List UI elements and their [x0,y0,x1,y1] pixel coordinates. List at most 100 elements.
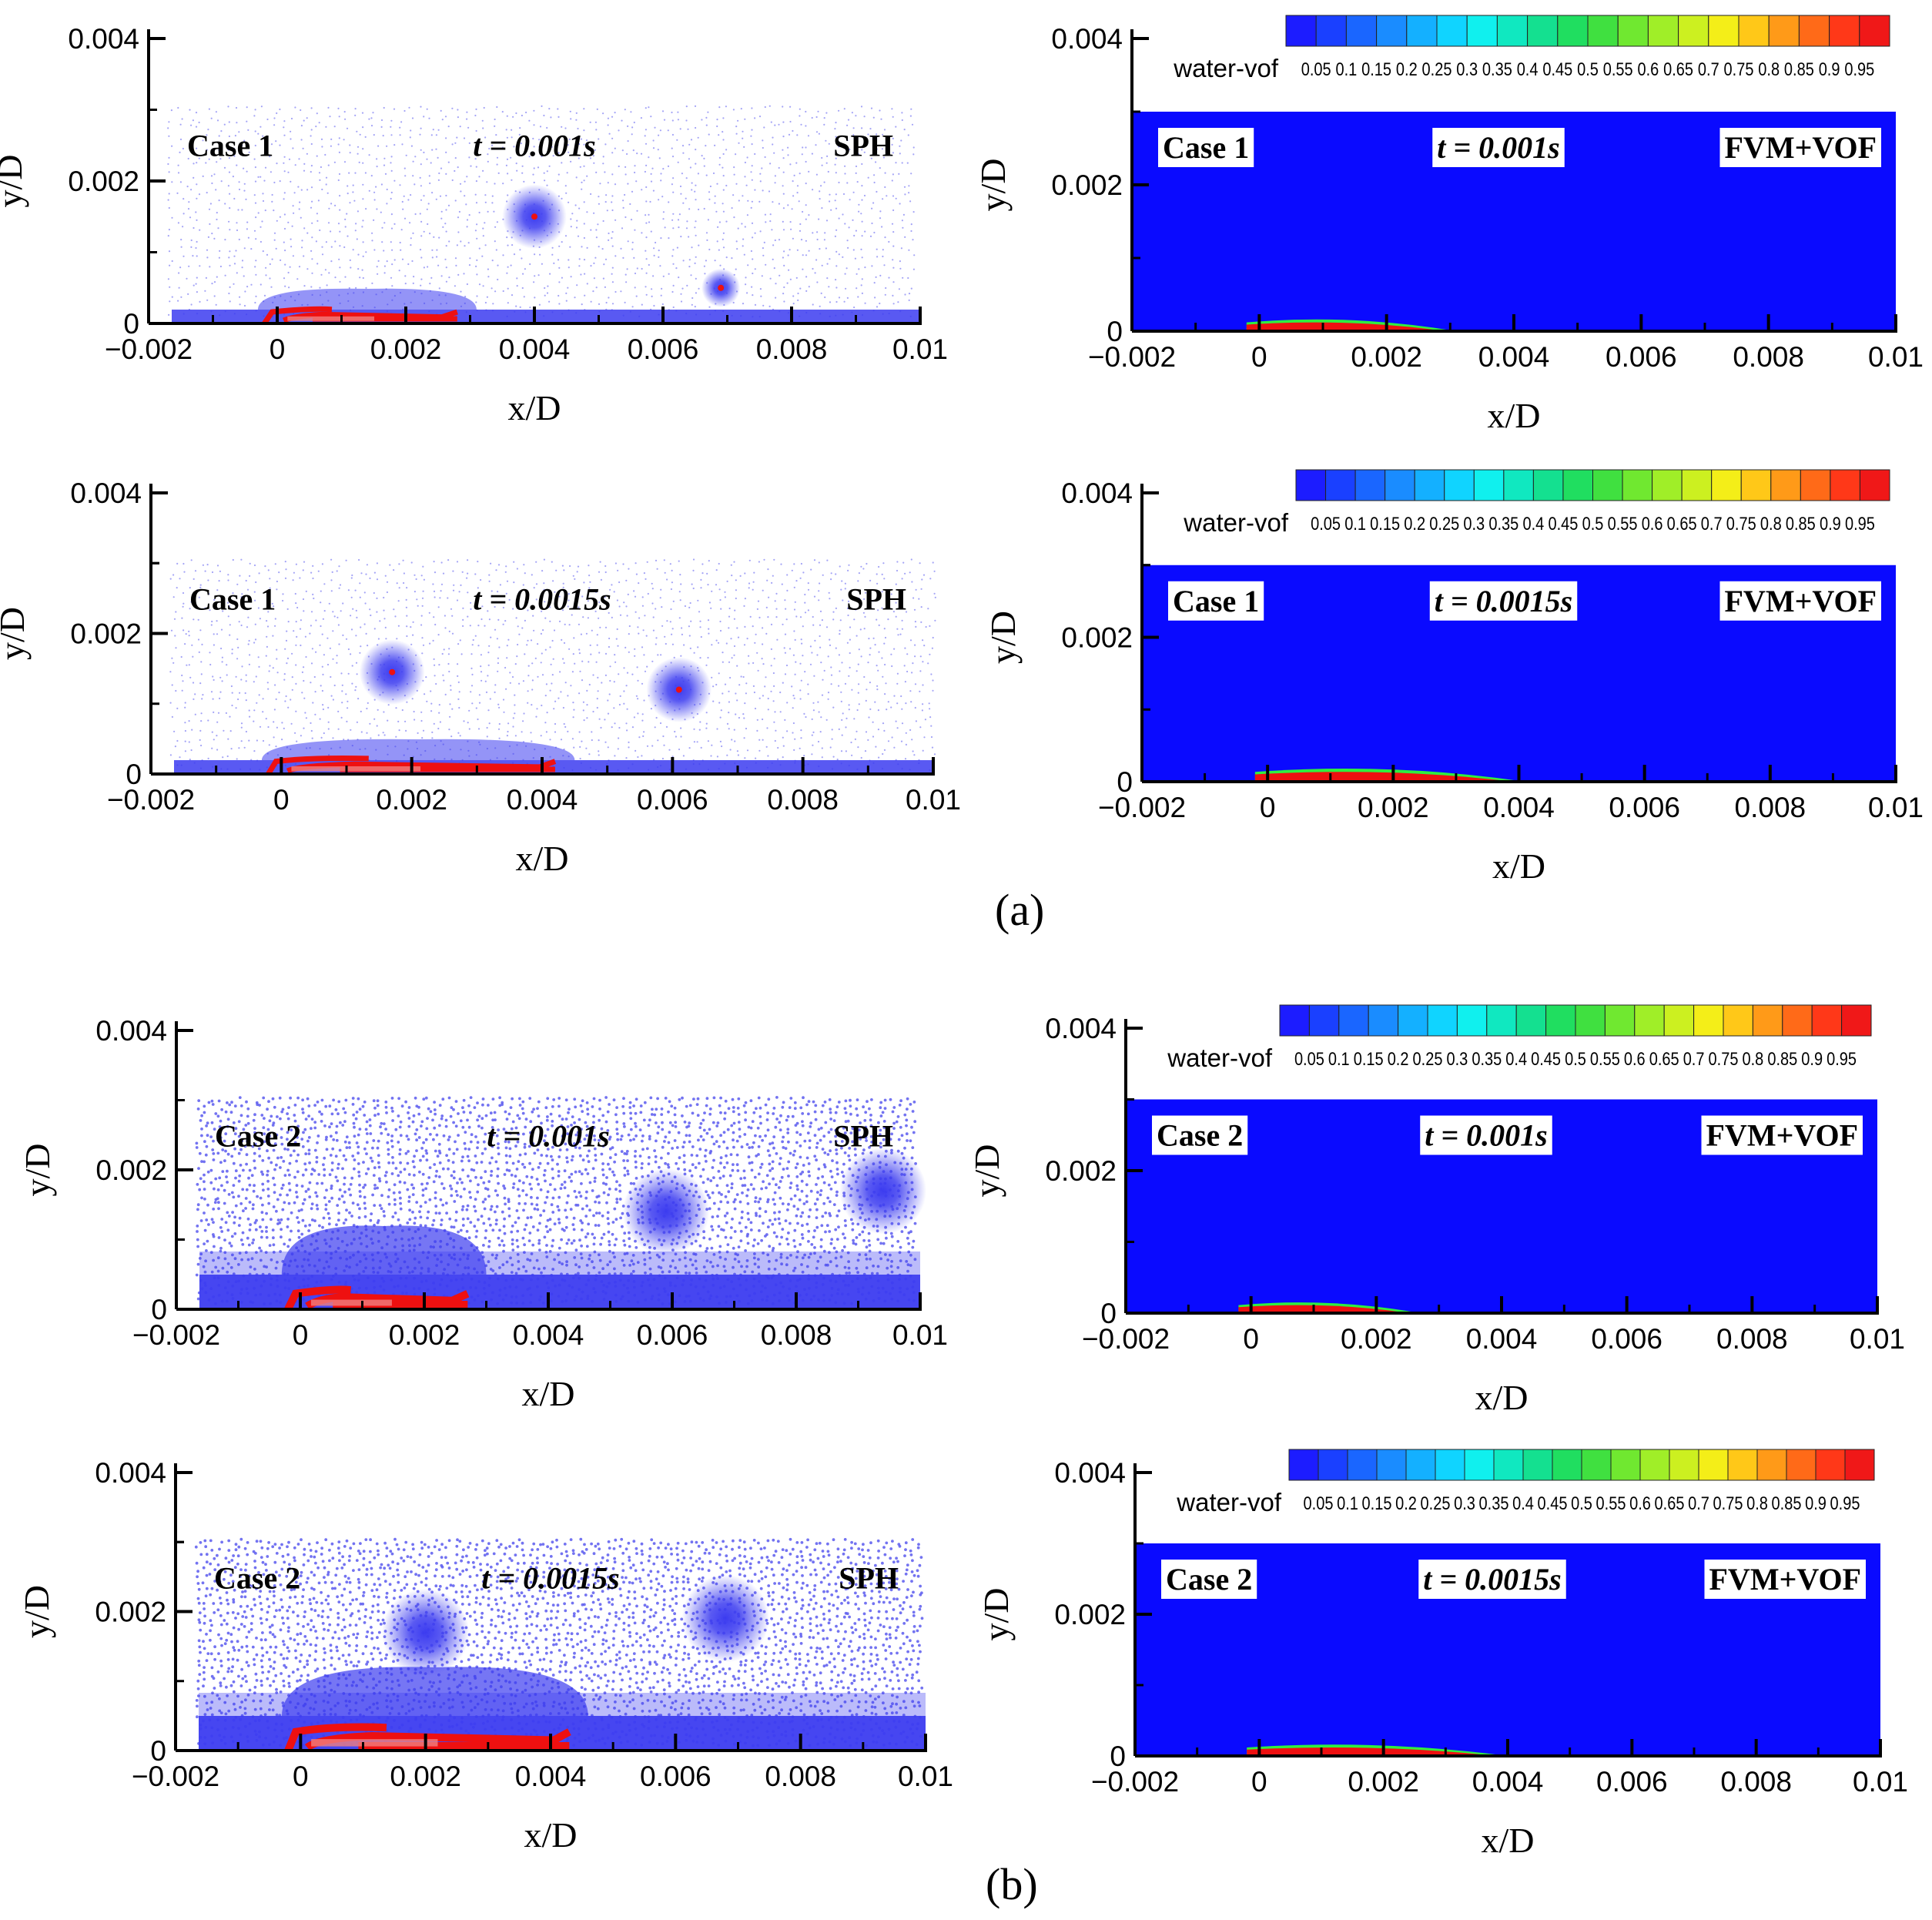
colorbar-tick-label: 0.65 [1663,59,1693,79]
sph-film-bump [281,1667,588,1716]
colorbar-tick-label: 0.3 [1463,513,1485,534]
colorbar-tick-label: 0.65 [1655,1493,1685,1513]
colorbar-swatch [1711,469,1742,501]
x-tick-label: 0 [270,333,286,365]
colorbar-swatch [1466,15,1498,47]
bubble-core [718,284,725,291]
bubble-core [531,213,537,220]
case-label-bg [1161,1560,1257,1599]
colorbar-swatch [1562,469,1593,501]
colorbar-swatch [1634,1004,1665,1037]
vof-water-film [1247,1747,1496,1756]
x-tick-label: 0.002 [1358,792,1429,823]
colorbar-swatch [1604,1004,1636,1037]
colorbar-swatch [1859,469,1890,501]
colorbar-swatch [1436,15,1468,47]
y-tick-label: 0 [126,759,142,790]
axes: −0.002 0 0.002 0.004 0.006 0.008 0.0100.0020.0… [976,1457,1908,1860]
x-tick-label: −0.002 [1088,341,1176,373]
colorbar-swatch [1575,1004,1606,1037]
y-tick-label: 0.002 [1061,622,1133,654]
annotations: Case 2 t = 0.0015s SPH [214,1560,899,1595]
colorbar-swatch [1587,15,1619,47]
y-tick-label: 0.004 [1054,1457,1126,1489]
y-tick-label: 0 [1110,1741,1126,1772]
y-tick-label: 0.004 [1045,1013,1117,1044]
colorbar-swatch [1786,1449,1816,1481]
colorbar-swatch [1398,1004,1428,1037]
case-label: Case 2 [1166,1562,1252,1597]
x-tick-label: 0.008 [765,1761,836,1792]
x-tick-label: 0 [1251,341,1267,373]
colorbar-tick-label: 0.8 [1743,1048,1764,1069]
colorbar-tick-label: 0.45 [1538,1493,1568,1513]
x-tick-label: 0.004 [515,1761,587,1792]
colorbar-tick-label: 0.95 [1827,1048,1857,1069]
x-tick-label: 0.004 [499,333,571,365]
sph-film-bump [261,739,575,760]
panel-b-vof-1: −0.002 0 0.002 0.004 0.006 0.008 0.0100.0020.0… [967,1004,1905,1417]
x-tick-label: 0.002 [376,784,447,816]
sph-water-structure [284,1723,571,1752]
colorbar-tick-label: 0.5 [1571,1493,1592,1513]
colorbar-swatch [1427,1004,1458,1037]
colorbar-tick-label: 0.9 [1820,513,1841,534]
x-axis-label: x/D [508,388,561,427]
sph-film-bump [257,288,477,310]
colorbar-tick-label: 0.55 [1596,1493,1626,1513]
colorbar-tick-label: 0.75 [1713,1493,1743,1513]
colorbar-tick-label: 0.8 [1760,513,1782,534]
y-tick-label: 0 [1100,1298,1117,1329]
colorbar-swatch [1385,469,1415,501]
colorbar-swatch [1681,469,1713,501]
colorbar-swatch [1768,15,1800,47]
x-tick-label: 0.004 [507,784,578,816]
part-label-a: (a) [995,885,1045,935]
colorbar-swatch [1318,1449,1348,1481]
x-tick-label: −0.002 [1082,1323,1170,1355]
colorbar-label: water-vof [1176,1488,1282,1516]
panel-b-sph-2: −0.002 0 0.002 0.004 0.006 0.008 0.0100.0020.0… [17,1457,953,1855]
sph-water-structure [266,755,557,776]
vof-water-film [1254,772,1514,782]
colorbar-swatch [1376,15,1408,47]
x-tick-label: 0.006 [637,1319,708,1351]
colorbar-swatch [1669,1449,1699,1481]
colorbar-tick-label: 0.7 [1688,1493,1709,1513]
time-label-bg [1418,1560,1566,1599]
x-tick-label: 0.002 [1341,1323,1412,1355]
colorbar-swatch [1610,1449,1641,1481]
colorbar-swatch [1515,1004,1547,1037]
y-tick-label: 0.004 [1051,23,1123,55]
x-tick-label: 0 [293,1761,309,1792]
colorbar-swatch [1617,15,1649,47]
colorbar-tick-label: 0.85 [1772,1493,1802,1513]
annotations: Case 1 t = 0.001s FVM+VOF [1158,128,1881,167]
case-label: Case 2 [1157,1118,1243,1153]
x-tick-label: 0.008 [767,784,839,816]
colorbar-tick-label: 0.6 [1624,1048,1646,1069]
method-label: SPH [833,1119,893,1154]
colorbar-swatch [1859,15,1890,47]
colorbar-tick-label: 0.9 [1805,1493,1827,1513]
colorbar-swatch [1315,15,1347,47]
colorbar: 0.05 0.1 0.15 0.2 0.25 0.3 0.35 0.4 0.45 0.5 0.55 0… [1176,1449,1875,1516]
axes: −0.002 0 0.002 0.004 0.006 0.008 0.0100.0020.0… [0,477,961,878]
x-axis-label: x/D [1488,396,1541,435]
colorbar-tick-label: 0.25 [1422,59,1452,79]
colorbar-swatch [1756,1449,1787,1481]
case-label-bg [1152,1115,1248,1155]
colorbar-swatch [1288,1449,1319,1481]
colorbar-tick-label: 0.4 [1512,1493,1534,1513]
colorbar-swatch [1354,469,1386,501]
colorbar-swatch [1652,469,1683,501]
annotations: Case 1 t = 0.0015s FVM+VOF [1168,581,1881,621]
colorbar-swatch [1841,1004,1872,1037]
colorbar-tick-label: 0.95 [1830,1493,1860,1513]
colorbar-swatch [1811,1004,1843,1037]
colorbar-swatch [1308,1004,1340,1037]
y-tick-label: 0.002 [95,1597,166,1628]
colorbar-swatch [1285,15,1317,47]
colorbar-tick-label: 0.75 [1709,1048,1739,1069]
y-tick-label: 0.004 [70,477,142,509]
